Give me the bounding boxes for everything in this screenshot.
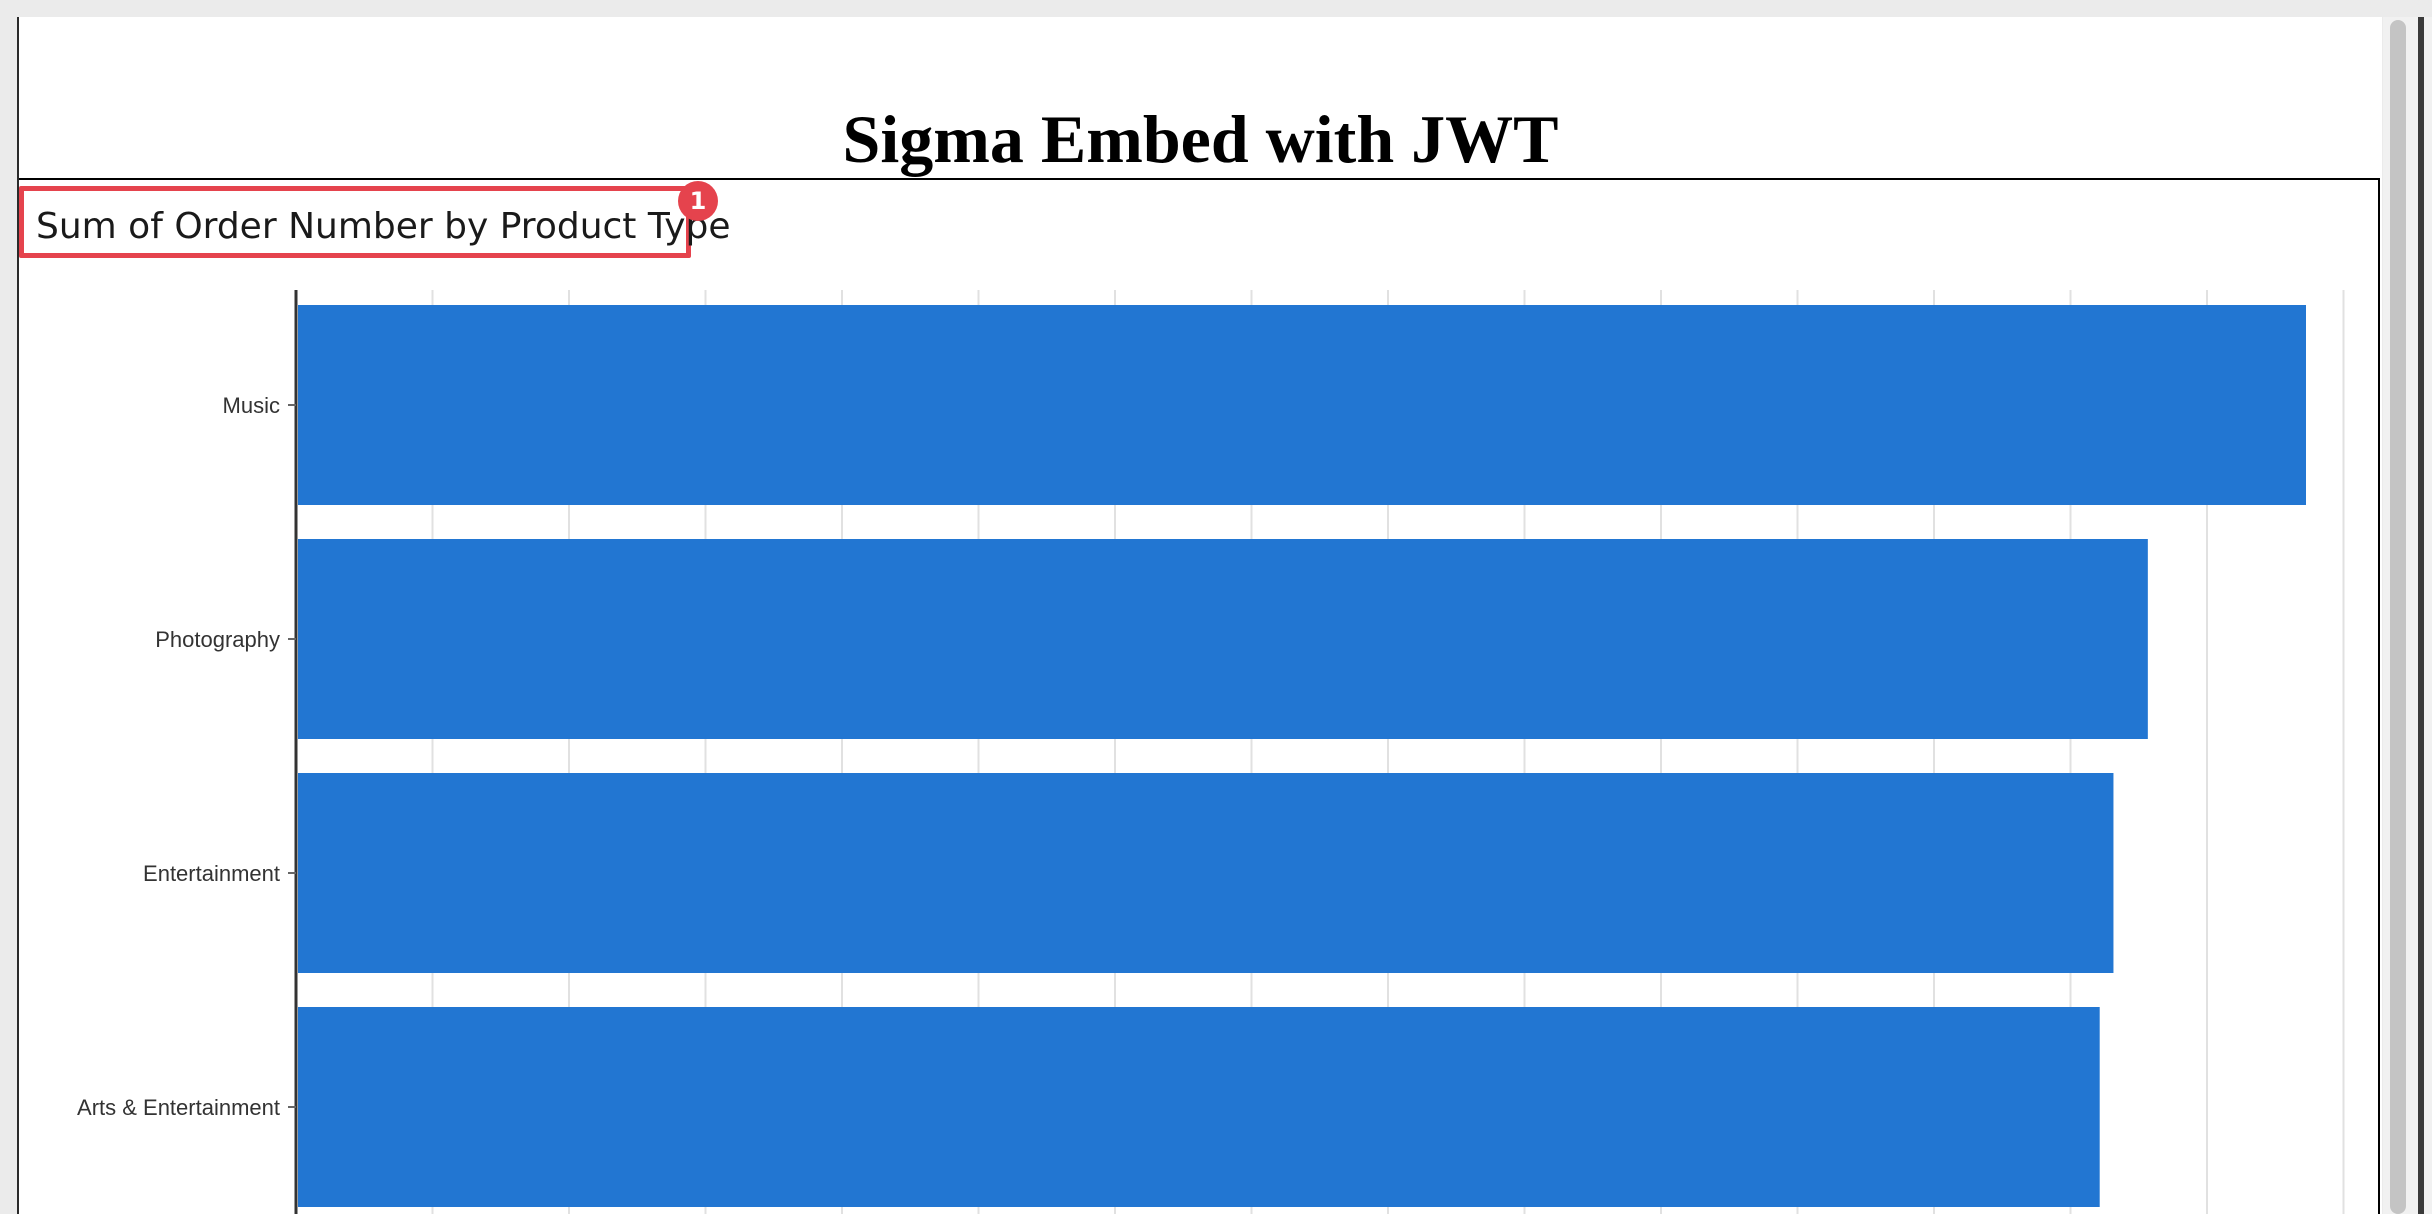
chart-title: Sum of Order Number by Product Type (36, 206, 731, 247)
annotation-badge: 1 (678, 181, 718, 221)
category-label: Entertainment (143, 861, 280, 886)
bar-photography[interactable] (298, 539, 2148, 739)
bar-chart[interactable]: Music Photography Entertainment Arts & Ente… (19, 180, 2380, 1214)
sigma-embed-frame: Sum of Order Number by Product Type 1 Mu… (19, 178, 2380, 1214)
bar-music[interactable] (298, 305, 2306, 505)
bar-arts-entertainment[interactable] (298, 1007, 2100, 1207)
category-label: Arts & Entertainment (77, 1095, 280, 1120)
scrollbar-thumb[interactable] (2390, 20, 2406, 1214)
browser-page: Sigma Embed with JWT Sum of Order Number… (17, 17, 2382, 1214)
bar-entertainment[interactable] (298, 773, 2114, 973)
page-title: Sigma Embed with JWT (842, 100, 1559, 177)
chart-title-highlight[interactable]: Sum of Order Number by Product Type 1 (19, 181, 731, 258)
category-label: Music (223, 393, 280, 418)
scrollbar-edge (2418, 17, 2424, 1214)
category-label: Photography (155, 627, 280, 652)
